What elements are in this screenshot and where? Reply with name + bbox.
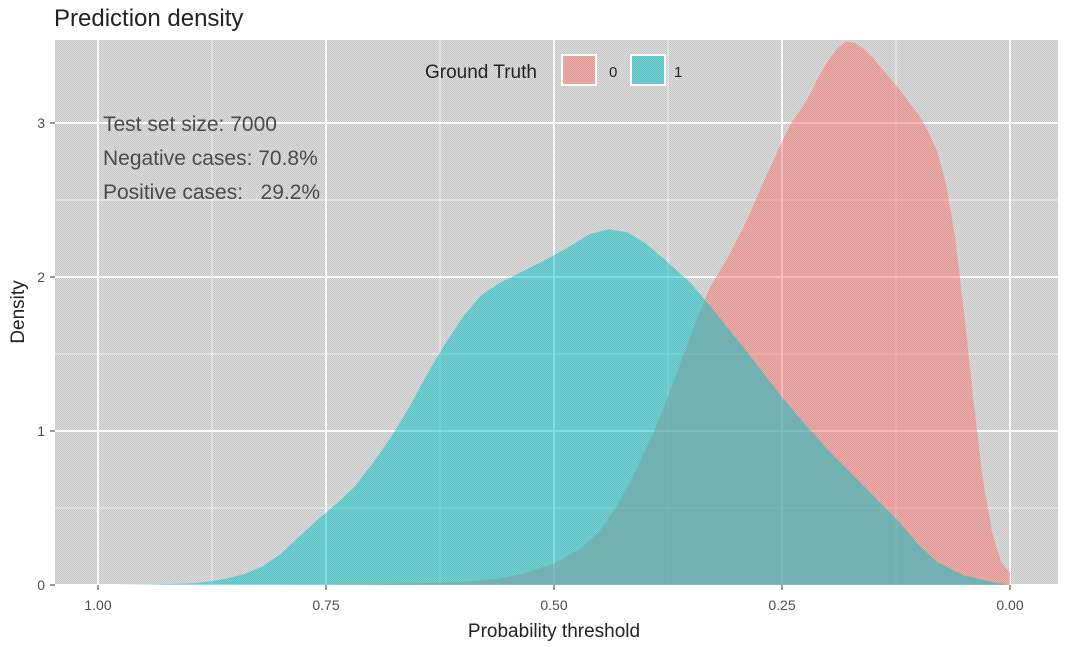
y-axis-title: Density	[8, 280, 29, 344]
legend-key-1	[630, 54, 666, 86]
x-tick-label-1: 0.75	[312, 597, 339, 613]
x-tick-label-0: 1.00	[84, 597, 111, 613]
y-tick-label-1: 1	[37, 423, 45, 439]
density-area-0	[280, 41, 1010, 585]
annotations: Test set size: 7000 Negative cases: 70.8…	[103, 113, 320, 204]
density-area-1	[116, 229, 1010, 586]
chart-title: Prediction density	[54, 5, 243, 32]
legend: Ground Truth 0 1	[425, 54, 682, 86]
annotation-positive-cases: Positive cases: 29.2%	[103, 181, 320, 204]
axes: 1.00 0.75 0.50 0.25 0.00 0 1 2 3	[37, 115, 1024, 613]
x-tick-label-2: 0.50	[540, 597, 567, 613]
annotation-negative-cases: Negative cases: 70.8%	[103, 147, 318, 170]
y-tick-label-2: 2	[37, 269, 45, 285]
y-tick-label-3: 3	[37, 115, 45, 131]
legend-title: Ground Truth	[425, 62, 537, 83]
y-tick-label-0: 0	[37, 577, 45, 593]
x-tick-label-4: 0.00	[996, 597, 1023, 613]
legend-label-1: 1	[674, 64, 682, 81]
x-axis-title: Probability threshold	[468, 621, 640, 642]
legend-key-0	[561, 54, 597, 86]
legend-label-0: 0	[609, 64, 617, 81]
density-areas	[116, 41, 1010, 586]
annotation-test-set-size: Test set size: 7000	[103, 113, 277, 136]
x-tick-label-3: 0.25	[768, 597, 795, 613]
